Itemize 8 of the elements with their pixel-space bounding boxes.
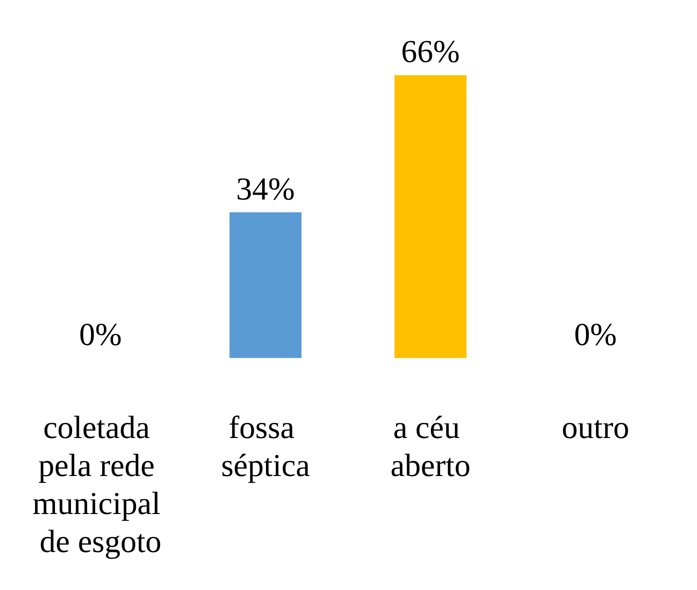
x-tick-label: coletada pela rede municipal de esgoto (32, 409, 168, 559)
x-tick-label: outro (562, 409, 630, 445)
data-label: 34% (236, 170, 295, 206)
data-label: 0% (79, 316, 122, 352)
data-label: 0% (574, 316, 617, 352)
x-tick-label: a céu aberto (390, 409, 470, 483)
x-tick-label: fossa séptica (221, 409, 310, 483)
data-label: 66% (401, 33, 460, 70)
